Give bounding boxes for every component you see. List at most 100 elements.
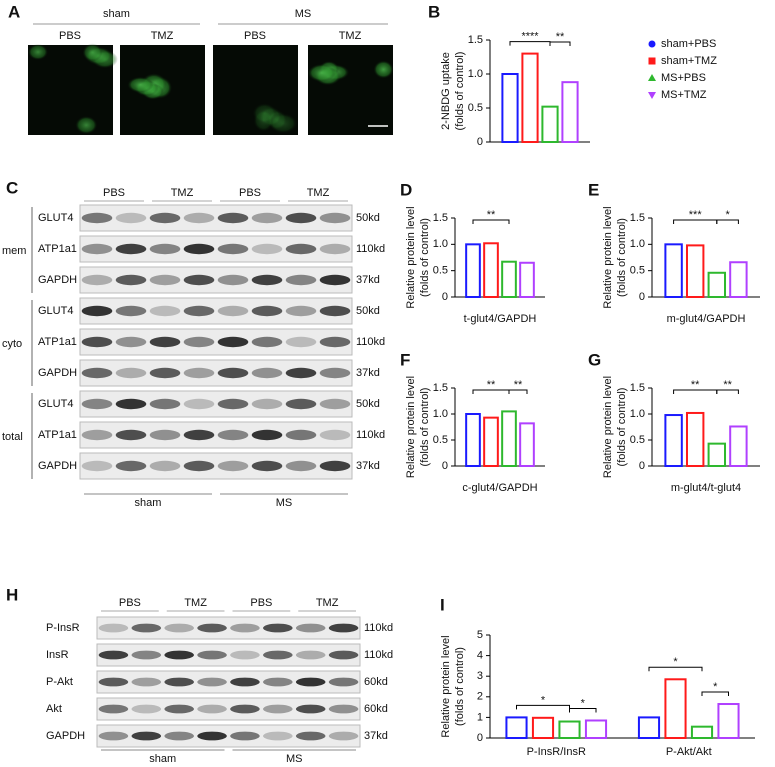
y-tick-label: 0.5	[468, 102, 483, 114]
significance-label: *	[581, 697, 586, 709]
group-label: sham	[149, 753, 176, 765]
bar	[483, 416, 499, 468]
y-tick-label: 1.5	[630, 382, 645, 394]
bar	[707, 271, 727, 299]
significance-label: *	[541, 694, 546, 706]
bar	[558, 720, 581, 740]
protein-label: GLUT4	[38, 398, 73, 410]
protein-label: P-InsR	[46, 622, 80, 634]
blot-band	[217, 243, 249, 255]
blot-band	[131, 731, 162, 741]
y-tick-label: 0	[477, 136, 483, 148]
blot-band	[217, 212, 249, 224]
significance-label: **	[487, 379, 496, 391]
blot-band	[251, 398, 283, 410]
cell	[253, 109, 274, 132]
y-tick-label: 0	[442, 460, 448, 472]
blot-band	[328, 704, 359, 714]
blot-band	[328, 650, 359, 660]
blot-band	[98, 731, 129, 741]
blot-band	[131, 677, 162, 687]
blot-strip	[96, 724, 361, 748]
bar	[521, 52, 539, 143]
y-axis-label: Relative protein level	[440, 635, 452, 737]
significance-bracket	[508, 389, 528, 394]
y-axis-label: (folds of control)	[454, 52, 466, 131]
blot-band	[131, 623, 162, 633]
legend-marker	[648, 40, 656, 48]
blot-band	[217, 274, 249, 286]
blot-band	[251, 243, 283, 255]
y-tick-label: 4	[477, 650, 483, 662]
y-tick-label: 1.0	[468, 68, 483, 80]
blot-band	[131, 650, 162, 660]
y-tick-label: 1.5	[630, 212, 645, 224]
blot-band	[183, 460, 215, 472]
size-label: 37kd	[364, 730, 388, 742]
blot-band	[81, 305, 113, 317]
blot-band	[98, 623, 129, 633]
blot-band	[217, 336, 249, 348]
bar	[664, 678, 687, 739]
significance-bracket	[716, 389, 739, 394]
blot-strip	[79, 328, 353, 356]
bar	[465, 413, 481, 467]
blot-band	[115, 398, 147, 410]
size-label: 50kd	[356, 305, 380, 317]
condition-label: TMZ	[316, 597, 339, 609]
panel-letter: A	[8, 2, 20, 21]
legend-label: MS+TMZ	[661, 89, 707, 101]
cell	[28, 44, 48, 60]
blot-band	[149, 243, 181, 255]
condition-label: TMZ	[339, 30, 362, 42]
blot-band	[115, 274, 147, 286]
size-label: 37kd	[356, 274, 380, 286]
blot-band	[295, 704, 326, 714]
legend-marker	[648, 92, 656, 99]
y-tick-label: 1.5	[468, 34, 483, 46]
significance-label: **	[556, 31, 565, 43]
blot-band	[251, 336, 283, 348]
blot-band	[217, 460, 249, 472]
blot-band	[81, 274, 113, 286]
size-label: 110kd	[356, 429, 385, 441]
size-label: 110kd	[356, 243, 385, 255]
blot-band	[328, 623, 359, 633]
size-label: 110kd	[364, 622, 393, 634]
condition-label: TMZ	[171, 187, 194, 199]
protein-label: ATP1a1	[38, 336, 77, 348]
blot-band	[81, 336, 113, 348]
blot-band	[81, 243, 113, 255]
blot-band	[98, 650, 129, 660]
blot-band	[164, 623, 194, 633]
cell	[307, 63, 336, 82]
cell	[75, 116, 98, 135]
significance-label: *	[713, 681, 718, 693]
blot-band	[115, 243, 147, 255]
y-axis-label: 2-NBDG uptake	[440, 52, 452, 130]
bar	[519, 422, 535, 467]
significance-bracket	[701, 691, 729, 697]
panel-letter: E	[588, 180, 599, 199]
significance-bracket	[648, 666, 703, 672]
blot-band	[319, 398, 351, 410]
blot-band	[149, 398, 181, 410]
protein-label: GLUT4	[38, 305, 73, 317]
size-label: 60kd	[364, 676, 388, 688]
y-axis-label: Relative protein level	[602, 376, 614, 478]
x-category-label: P-Akt/Akt	[666, 746, 712, 758]
bar	[685, 411, 705, 467]
y-tick-label: 5	[477, 629, 483, 641]
condition-label: TMZ	[307, 187, 330, 199]
blot-band	[328, 731, 359, 741]
blot-band	[183, 305, 215, 317]
blot-band	[263, 677, 293, 687]
y-tick-label: 1.5	[433, 212, 448, 224]
panel-letter: H	[6, 585, 18, 604]
legend-label: sham+TMZ	[661, 55, 717, 67]
y-tick-label: 1.5	[433, 382, 448, 394]
blot-band	[164, 731, 194, 741]
blot-band	[183, 212, 215, 224]
y-tick-label: 0	[442, 291, 448, 303]
blot-band	[251, 429, 283, 441]
